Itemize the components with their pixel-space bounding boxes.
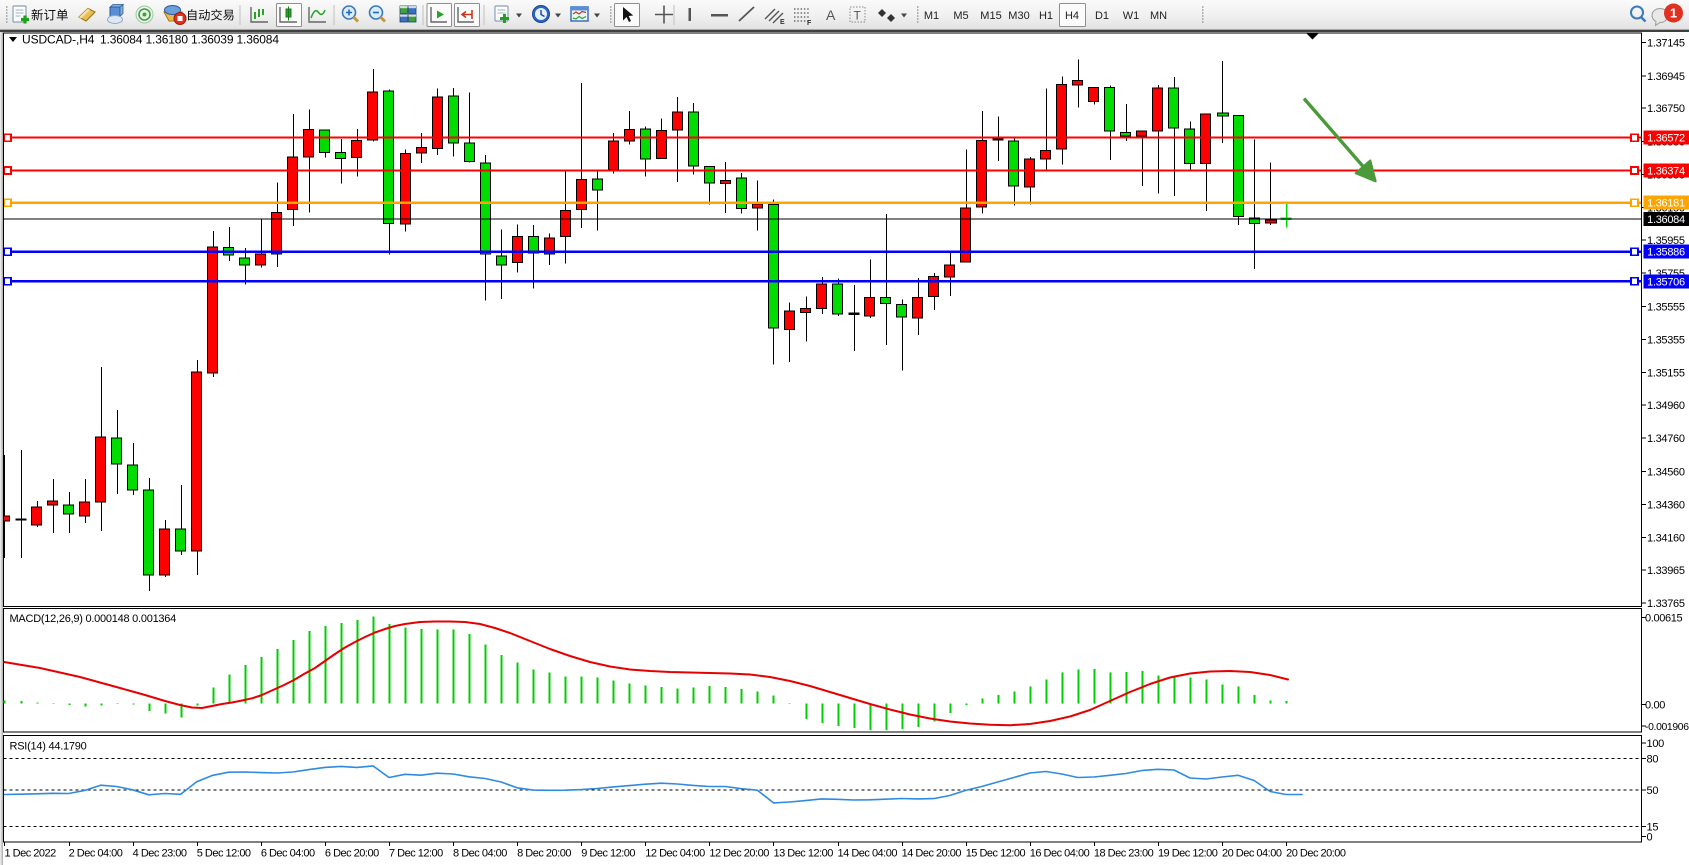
svg-text:1.36750: 1.36750 — [1647, 103, 1685, 115]
svg-text:19 Dec 12:00: 19 Dec 12:00 — [1158, 848, 1218, 860]
svg-text:W1: W1 — [1123, 10, 1140, 22]
svg-text:2 Dec 04:00: 2 Dec 04:00 — [69, 848, 123, 860]
svg-text:80: 80 — [1647, 753, 1659, 765]
svg-text:1.36084 1.36180 1.36039 1.3608: 1.36084 1.36180 1.36039 1.36084 — [100, 33, 279, 47]
svg-text:1.35706: 1.35706 — [1647, 276, 1685, 288]
svg-text:1.35355: 1.35355 — [1647, 335, 1685, 347]
svg-text:1.35555: 1.35555 — [1647, 301, 1685, 313]
svg-text:1.36181: 1.36181 — [1647, 198, 1685, 210]
svg-text:1 Dec 2022: 1 Dec 2022 — [5, 848, 57, 860]
svg-text:7 Dec 12:00: 7 Dec 12:00 — [389, 848, 443, 860]
svg-text:5 Dec 12:00: 5 Dec 12:00 — [197, 848, 251, 860]
svg-text:1.33765: 1.33765 — [1647, 598, 1685, 610]
svg-text:9 Dec 12:00: 9 Dec 12:00 — [581, 848, 635, 860]
svg-text:1.33965: 1.33965 — [1647, 565, 1685, 577]
svg-text:1.34960: 1.34960 — [1647, 400, 1685, 412]
svg-text:1: 1 — [1670, 6, 1677, 21]
svg-text:1.34160: 1.34160 — [1647, 533, 1685, 545]
svg-text:1.36084: 1.36084 — [1647, 214, 1685, 226]
svg-text:D1: D1 — [1095, 10, 1109, 22]
svg-text:USDCAD-,H4: USDCAD-,H4 — [22, 33, 95, 47]
svg-text:18 Dec 23:00: 18 Dec 23:00 — [1094, 848, 1154, 860]
svg-text:15 Dec 12:00: 15 Dec 12:00 — [966, 848, 1026, 860]
svg-text:1.35155: 1.35155 — [1647, 368, 1685, 380]
svg-text:16 Dec 04:00: 16 Dec 04:00 — [1030, 848, 1090, 860]
svg-text:100: 100 — [1647, 738, 1665, 750]
svg-text:H1: H1 — [1039, 10, 1053, 22]
svg-text:0.00: 0.00 — [1645, 700, 1665, 712]
svg-text:RSI(14) 44.1790: RSI(14) 44.1790 — [10, 741, 87, 753]
svg-text:1.35955: 1.35955 — [1647, 235, 1685, 247]
svg-text:T: T — [854, 9, 862, 23]
svg-text:1.34760: 1.34760 — [1647, 433, 1685, 445]
svg-text:1.36945: 1.36945 — [1647, 71, 1685, 83]
svg-text:1.37145: 1.37145 — [1647, 38, 1685, 50]
svg-text:1.34560: 1.34560 — [1647, 466, 1685, 478]
svg-text:MACD(12,26,9) 0.000148 0.00136: MACD(12,26,9) 0.000148 0.001364 — [10, 613, 177, 625]
svg-text:0: 0 — [1647, 832, 1653, 844]
svg-text:6 Dec 20:00: 6 Dec 20:00 — [325, 848, 379, 860]
svg-text:1.34360: 1.34360 — [1647, 500, 1685, 512]
svg-text:0.00615: 0.00615 — [1645, 613, 1683, 625]
svg-text:6 Dec 04:00: 6 Dec 04:00 — [261, 848, 315, 860]
svg-text:M30: M30 — [1008, 10, 1029, 22]
svg-text:15: 15 — [1647, 822, 1659, 834]
svg-text:13 Dec 12:00: 13 Dec 12:00 — [773, 848, 833, 860]
svg-text:E: E — [780, 19, 785, 26]
svg-text:14 Dec 20:00: 14 Dec 20:00 — [902, 848, 962, 860]
svg-text:M5: M5 — [953, 10, 968, 22]
svg-text:20 Dec 20:00: 20 Dec 20:00 — [1286, 848, 1346, 860]
svg-text:50: 50 — [1647, 785, 1659, 797]
svg-text:8 Dec 20:00: 8 Dec 20:00 — [517, 848, 571, 860]
svg-text:-0.001906: -0.001906 — [1645, 722, 1689, 733]
svg-text:H4: H4 — [1065, 10, 1079, 22]
svg-text:20 Dec 04:00: 20 Dec 04:00 — [1222, 848, 1282, 860]
svg-text:1.35886: 1.35886 — [1647, 247, 1685, 259]
svg-text:8 Dec 04:00: 8 Dec 04:00 — [453, 848, 507, 860]
svg-text:1.36572: 1.36572 — [1647, 133, 1685, 145]
svg-text:F: F — [807, 20, 812, 27]
svg-text:12 Dec 20:00: 12 Dec 20:00 — [709, 848, 769, 860]
svg-text:M1: M1 — [924, 10, 939, 22]
svg-text:1.36374: 1.36374 — [1647, 166, 1685, 178]
svg-text:A: A — [826, 7, 836, 23]
svg-text:14 Dec 04:00: 14 Dec 04:00 — [838, 848, 898, 860]
svg-text:MN: MN — [1150, 10, 1167, 22]
svg-text:4 Dec 23:00: 4 Dec 23:00 — [133, 848, 187, 860]
svg-text:M15: M15 — [980, 10, 1001, 22]
svg-text:12 Dec 04:00: 12 Dec 04:00 — [645, 848, 705, 860]
